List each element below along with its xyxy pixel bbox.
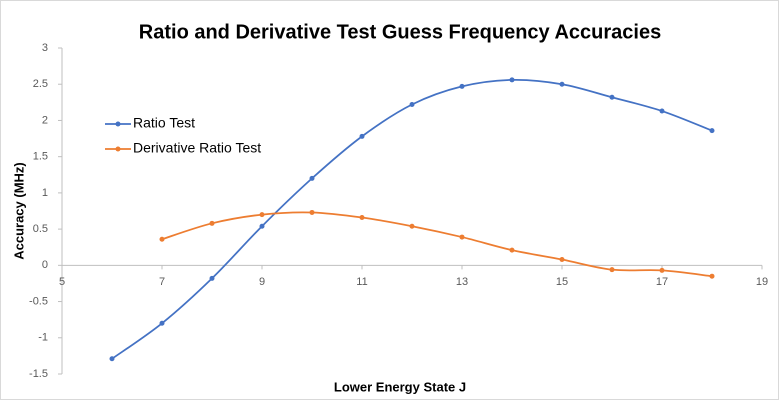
series-line xyxy=(161,211,713,278)
y-tick-label: -1.5 xyxy=(29,368,48,380)
legend-label: Derivative Ratio Test xyxy=(133,140,261,156)
x-tick-label: 13 xyxy=(456,276,468,288)
data-point xyxy=(559,257,565,263)
y-tick-label: 0.5 xyxy=(33,223,48,235)
data-point xyxy=(159,320,165,326)
data-point xyxy=(409,102,415,108)
data-point xyxy=(659,108,665,114)
data-point xyxy=(259,212,265,218)
x-tick-label: 9 xyxy=(259,276,265,288)
y-axis-title: Accuracy (MHz) xyxy=(11,162,26,260)
legend-marker xyxy=(115,146,121,152)
y-tick-label: 2.5 xyxy=(33,78,48,90)
data-point xyxy=(509,247,515,253)
data-point xyxy=(109,356,115,362)
y-tick-label: 3 xyxy=(42,42,48,54)
chart-title: Ratio and Derivative Test Guess Frequenc… xyxy=(139,21,661,43)
data-point xyxy=(559,81,565,87)
x-tick-label: 15 xyxy=(556,276,568,288)
y-tick-label: -0.5 xyxy=(29,295,48,307)
data-point xyxy=(409,223,415,229)
x-axis-title: Lower Energy State J xyxy=(334,379,466,394)
y-tick-label: 0 xyxy=(42,259,48,271)
data-point xyxy=(659,267,665,273)
y-tick-label: 1.5 xyxy=(33,151,48,163)
x-tick-label: 11 xyxy=(356,276,367,288)
x-tick-label: 5 xyxy=(59,276,65,288)
y-tick-label: 2 xyxy=(42,114,48,126)
legend-marker xyxy=(115,121,121,127)
data-point xyxy=(459,83,465,89)
data-point xyxy=(259,223,265,229)
data-point xyxy=(309,209,315,215)
legend-label: Ratio Test xyxy=(133,115,195,131)
data-point xyxy=(609,267,615,273)
x-tick-label: 7 xyxy=(159,276,165,288)
data-point xyxy=(359,215,365,221)
data-point xyxy=(159,236,165,242)
data-point xyxy=(709,273,715,279)
data-point xyxy=(709,128,715,134)
y-tick-label: -1 xyxy=(38,332,48,344)
data-point xyxy=(359,133,365,139)
data-point xyxy=(209,220,215,226)
data-point xyxy=(509,77,515,83)
data-point xyxy=(459,234,465,240)
data-point xyxy=(609,94,615,100)
data-point xyxy=(209,275,215,281)
x-tick-label: 17 xyxy=(656,276,668,288)
x-tick-label: 19 xyxy=(756,276,768,288)
data-point xyxy=(309,175,315,181)
y-tick-label: 1 xyxy=(42,187,48,199)
